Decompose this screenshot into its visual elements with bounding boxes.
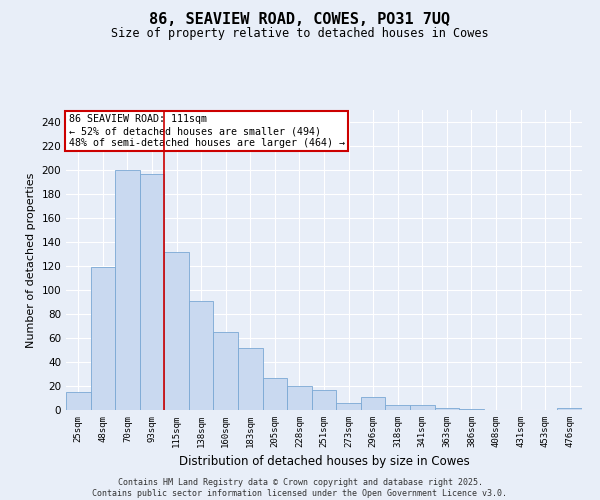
Bar <box>140 174 164 410</box>
Bar <box>336 403 361 410</box>
Bar <box>214 332 238 410</box>
Text: 86 SEAVIEW ROAD: 111sqm
← 52% of detached houses are smaller (494)
48% of semi-d: 86 SEAVIEW ROAD: 111sqm ← 52% of detache… <box>68 114 344 148</box>
Bar <box>459 409 484 410</box>
Bar <box>410 405 434 410</box>
Bar <box>66 392 91 410</box>
Bar <box>91 267 115 410</box>
Bar <box>263 378 287 410</box>
Bar <box>434 408 459 410</box>
Bar <box>385 405 410 410</box>
Bar <box>115 170 140 410</box>
Bar <box>361 397 385 410</box>
Y-axis label: Number of detached properties: Number of detached properties <box>26 172 36 348</box>
X-axis label: Distribution of detached houses by size in Cowes: Distribution of detached houses by size … <box>179 456 469 468</box>
Bar <box>189 301 214 410</box>
Bar <box>287 386 312 410</box>
Text: 86, SEAVIEW ROAD, COWES, PO31 7UQ: 86, SEAVIEW ROAD, COWES, PO31 7UQ <box>149 12 451 28</box>
Text: Size of property relative to detached houses in Cowes: Size of property relative to detached ho… <box>111 28 489 40</box>
Text: Contains HM Land Registry data © Crown copyright and database right 2025.
Contai: Contains HM Land Registry data © Crown c… <box>92 478 508 498</box>
Bar <box>557 408 582 410</box>
Bar <box>164 252 189 410</box>
Bar <box>238 348 263 410</box>
Bar <box>312 390 336 410</box>
